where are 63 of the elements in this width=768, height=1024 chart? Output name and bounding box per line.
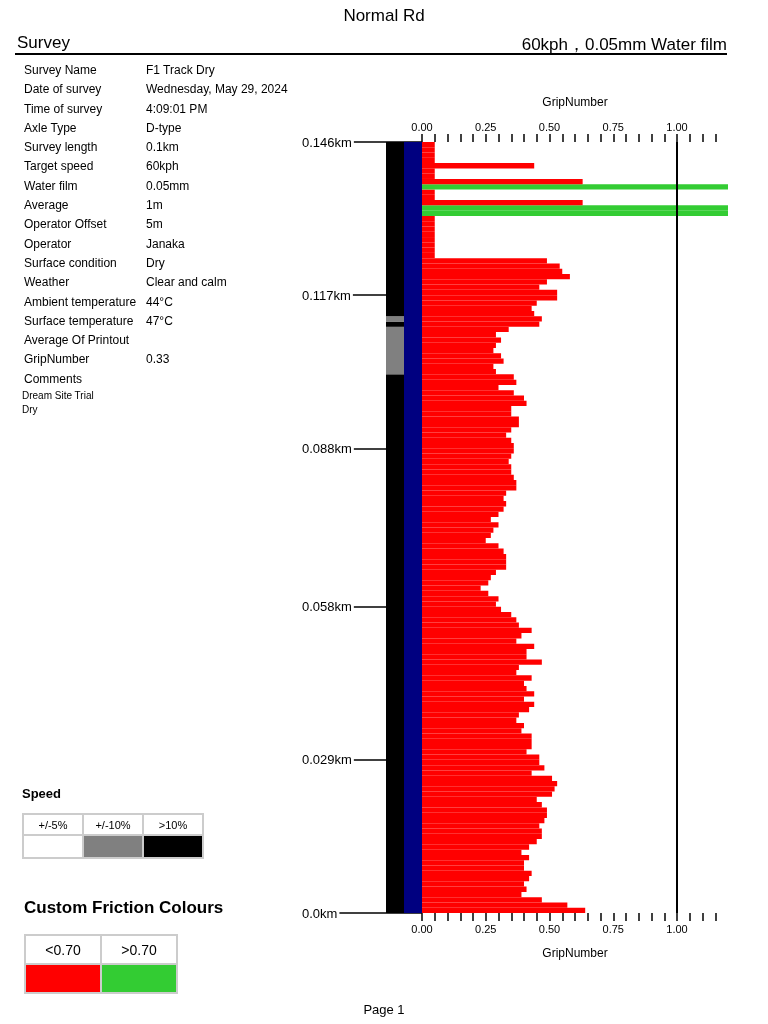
category-label: Date of survey — [24, 82, 102, 97]
x-tick-label: 0.50 — [538, 922, 561, 935]
category-label: Weather — [24, 275, 70, 290]
text: Speed — [22, 786, 62, 801]
category-label: Operator — [24, 236, 72, 251]
text: Janaka — [146, 236, 185, 251]
x-tick-label: 0.75 — [602, 922, 624, 935]
text: Dream Site Trial — [22, 390, 95, 404]
text: 60kph，0.05mm Water film — [521, 34, 727, 56]
text: +/-5% — [23, 814, 83, 835]
y-tick-label: 0.088km — [302, 440, 352, 456]
text: Clear and calm — [146, 275, 227, 290]
category-label: Water film — [24, 178, 78, 193]
text: 4:09:01 PM — [146, 101, 208, 116]
category-label: Average Of Printout — [24, 333, 130, 348]
chart-title: Normal Rd — [342, 6, 426, 26]
text: >10% — [143, 814, 203, 835]
text: Wednesday, May 29, 2024 — [146, 82, 288, 97]
text: Dry — [146, 255, 165, 270]
category-label: Comments — [24, 371, 83, 386]
category-label: Operator Offset — [24, 217, 107, 232]
text: Survey — [17, 33, 70, 53]
x-tick-label: 1.00 — [666, 922, 688, 935]
text: D-type — [146, 120, 182, 135]
x2-tick-label: 0.50 — [538, 120, 561, 133]
x-tick-label: 0.25 — [475, 922, 497, 935]
y-tick-label: 0.058km — [302, 599, 352, 615]
y-tick-label: 0.029km — [302, 752, 352, 768]
y-tick-label: 0.146km — [302, 134, 352, 150]
category-label: Target speed — [24, 159, 94, 174]
text: <0.70 — [25, 935, 101, 964]
category-label: Axle Type — [24, 120, 77, 135]
y-tick-label: 0.0km — [302, 905, 338, 921]
x-axis-title: GripNumber — [542, 946, 608, 960]
x2-tick-label: 1.00 — [666, 120, 688, 133]
category-label: GripNumber — [24, 352, 90, 367]
x2-tick-label: 0.75 — [602, 120, 624, 133]
x2-tick-label: 0.25 — [475, 120, 497, 133]
y-tick-label: 0.117km — [302, 287, 351, 303]
text: 0.05mm — [146, 178, 190, 193]
text: 0.1km — [146, 140, 179, 155]
text: >0.70 — [101, 935, 177, 964]
text: Page 1 — [362, 1002, 406, 1017]
text: F1 Track Dry — [146, 63, 215, 77]
category-label: Ambient temperature — [24, 294, 137, 309]
x2-axis-title: GripNumber — [542, 95, 608, 109]
category-label: Survey Name — [24, 63, 97, 77]
text: 60kph — [146, 159, 179, 174]
text: 44°C — [146, 294, 173, 309]
text: 5m — [146, 217, 163, 232]
category-label: Average — [24, 198, 69, 213]
x2-tick-label: 0.00 — [411, 120, 433, 133]
text: 1m — [146, 198, 163, 213]
x-tick-label: 0.00 — [411, 922, 433, 935]
text: +/-10% — [83, 814, 143, 835]
text: Custom Friction Colours — [24, 898, 224, 918]
category-label: Time of survey — [24, 101, 103, 116]
text: 47°C — [146, 313, 173, 328]
category-label: Surface temperature — [24, 313, 134, 328]
text: 0.33 — [146, 352, 170, 367]
category-label: Survey length — [24, 140, 98, 155]
category-label: Surface condition — [24, 255, 117, 270]
text: Dry — [22, 404, 39, 418]
